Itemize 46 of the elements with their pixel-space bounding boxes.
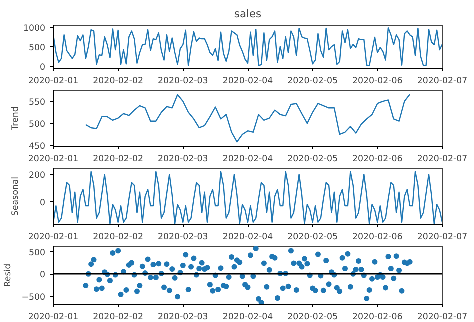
x-tick-label: 2020-02-03 [158, 232, 208, 242]
x-tick-label: 2020-02-05 [288, 232, 338, 242]
y-tick-label: 0 [40, 270, 46, 281]
y-tick-label: 0 [40, 63, 46, 74]
y-axis-title: Seasonal [10, 176, 21, 216]
x-tick-label: 2020-02-03 [158, 154, 208, 164]
x-tick-label: 2020-02-02 [93, 312, 144, 322]
x-tick-label: 2020-02-06 [352, 76, 403, 86]
y-tick-label: 500 [28, 43, 46, 54]
x-tick-label: 2020-02-07 [417, 76, 468, 86]
x-tick-label: 2020-02-01 [28, 154, 79, 164]
x-tick-label: 2020-02-04 [222, 312, 274, 322]
y-axis-title: Trend [10, 106, 21, 132]
x-tick-label: 2020-02-04 [222, 154, 274, 164]
line-series [54, 27, 442, 66]
x-tick-label: 2020-02-04 [222, 76, 274, 86]
x-tick-label: 2020-02-06 [352, 232, 403, 242]
x-tick-label: 2020-02-05 [288, 154, 338, 164]
y-tick-label: 450 [28, 142, 46, 152]
x-tick-label: 2020-02-06 [352, 154, 403, 164]
x-tick-label: 2020-02-01 [28, 76, 79, 86]
x-tick-label: 2020-02-01 [28, 312, 79, 322]
x-tick-label: 2020-02-06 [352, 312, 403, 322]
x-tick-label: 2020-02-03 [158, 312, 208, 322]
y-tick-label: 500 [28, 120, 46, 130]
chart-title: sales [234, 8, 262, 20]
x-tick-label: 2020-02-07 [417, 232, 468, 242]
x-tick-label: 2020-02-01 [28, 232, 79, 242]
x-tick-label: 2020-02-02 [93, 154, 144, 164]
line-series [85, 94, 411, 143]
x-tick-label: 2020-02-02 [93, 76, 144, 86]
y-tick-label: 500 [28, 248, 46, 258]
x-tick-label: 2020-02-02 [93, 232, 144, 242]
y-tick-label: 550 [28, 98, 46, 108]
x-tick-label: 2020-02-05 [288, 312, 338, 322]
x-tick-label: 2020-02-04 [222, 232, 274, 242]
line-series [54, 171, 442, 224]
y-tick-label: 0 [40, 198, 46, 208]
y-tick-label: −500 [22, 292, 46, 303]
x-tick-label: 2020-02-03 [158, 76, 208, 86]
y-axis-title: Resid [4, 264, 14, 288]
x-tick-label: 2020-02-07 [417, 312, 468, 322]
x-tick-label: 2020-02-05 [288, 76, 338, 86]
x-tick-label: 2020-02-07 [417, 154, 468, 164]
y-tick-label: 1000 [23, 24, 46, 34]
y-tick-label: 200 [28, 171, 46, 182]
